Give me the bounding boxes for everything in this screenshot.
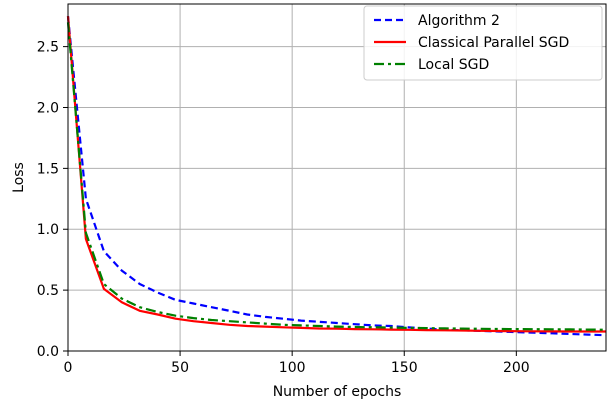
legend-label: Local SGD [418,57,489,73]
x-tick-label: 50 [171,360,189,376]
legend: Algorithm 2 Classical Parallel SGD Local S… [363,5,603,81]
y-tick-label: 1.5 [37,161,59,177]
x-tick-label: 100 [279,360,306,376]
series-line [66,22,607,331]
x-tick-label: 0 [64,360,73,376]
y-axis-label: Loss [11,162,27,193]
x-tick-label: 150 [391,360,418,376]
axis-ticks: 0 50 100 150 200 0.0 0.5 1.0 1.5 2.0 2.5 [37,40,530,376]
legend-label: Classical Parallel SGD [418,35,569,51]
series-line [66,16,606,333]
legend-box [363,5,603,81]
y-tick-label: 2.0 [37,100,59,116]
y-tick-label: 0.0 [37,344,59,360]
y-tick-label: 2.5 [37,40,59,56]
series-line [66,16,607,337]
x-axis-label: Number of epochs [273,384,402,400]
y-tick-label: 1.0 [37,222,59,238]
y-tick-label: 0.5 [37,283,59,299]
x-tick-label: 200 [503,360,530,376]
series-lines [66,16,607,337]
plot-frame [67,3,607,352]
legend-label: Algorithm 2 [418,13,500,29]
